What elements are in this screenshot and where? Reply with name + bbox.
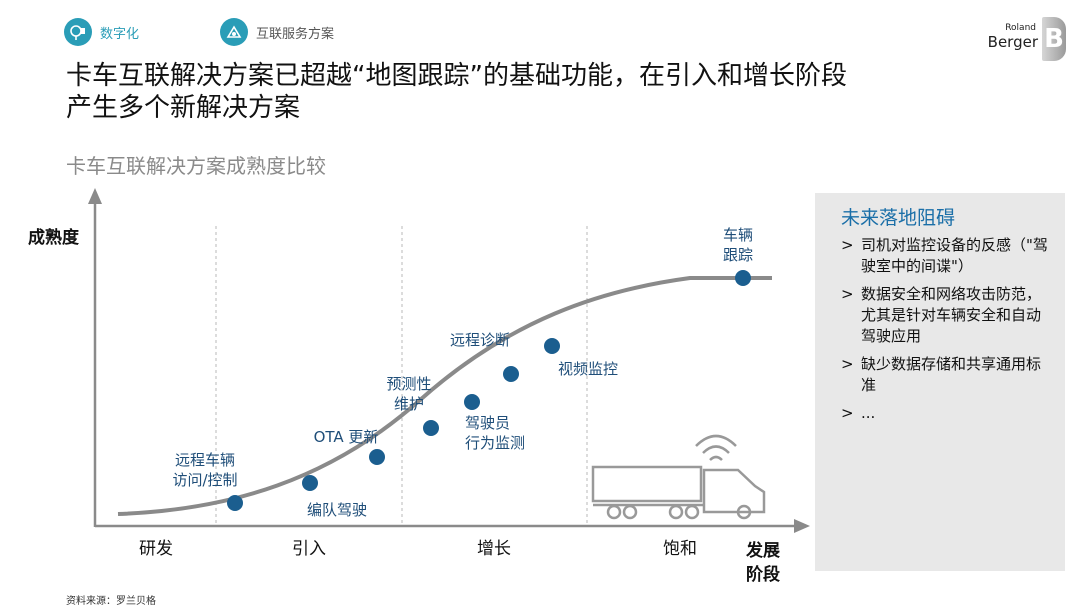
nav-item-digital[interactable]: 数字化 xyxy=(64,18,139,46)
maturity-point xyxy=(544,338,560,354)
source-note: 资料来源：罗兰贝格 xyxy=(66,596,156,607)
nav-item-connected-service[interactable]: 互联服务方案 xyxy=(220,18,334,46)
truck-icon xyxy=(591,434,766,520)
maturity-point xyxy=(735,270,751,286)
stage-label-saturation: 饱和 xyxy=(663,539,697,559)
point-label: 编队驾驶 xyxy=(307,501,367,519)
barrier-item: >... xyxy=(841,403,1049,424)
point-label: 驾驶员 xyxy=(465,414,510,432)
maturity-point xyxy=(227,495,243,511)
bullet-marker: > xyxy=(841,404,854,422)
point-label: 跟踪 xyxy=(723,246,753,264)
x-axis-label-line2: 阶段 xyxy=(746,564,780,585)
maturity-point xyxy=(369,449,385,465)
title-line1: 卡车互联解决方案已超越“地图跟踪”的基础功能，在引入和增长阶段 xyxy=(66,61,847,91)
point-label: 远程诊断 xyxy=(450,331,510,349)
connected-service-icon xyxy=(220,18,248,46)
title-line2: 产生多个新解决方案 xyxy=(66,93,301,123)
barrier-text: ... xyxy=(861,404,876,422)
point-label: 行为监测 xyxy=(465,434,525,452)
point-label: 访问/控制 xyxy=(172,471,237,489)
point-label: 远程车辆 xyxy=(175,451,235,469)
bullet-marker: > xyxy=(841,236,854,254)
maturity-point xyxy=(464,394,480,410)
stage-label-rd: 研发 xyxy=(139,539,173,559)
x-axis-label-line1: 发展 xyxy=(745,540,780,561)
maturity-curve xyxy=(117,276,772,516)
nav-label-connected-service: 互联服务方案 xyxy=(256,26,335,42)
barriers-panel: 未来落地阻碍 > 司机对监控设备的反感（"驾驶室中的间谍"） > 数据安全和网络攻击防… xyxy=(815,193,1065,571)
barrier-item: > 缺少数据存储和共享通用标准 xyxy=(841,354,1049,396)
x-axis-arrow xyxy=(794,519,810,533)
bullet-marker: > xyxy=(841,355,854,373)
maturity-point xyxy=(503,366,519,382)
digital-icon xyxy=(64,18,92,46)
y-axis-label: 成熟度 xyxy=(28,227,80,248)
logo-line2: Berger xyxy=(987,33,1038,51)
point-label: 维护 xyxy=(394,395,424,413)
barrier-item: > 数据安全和网络攻击防范，尤其是针对车辆安全和自动驾驶应用 xyxy=(841,284,1049,347)
nav-label-digital: 数字化 xyxy=(100,26,140,42)
roland-berger-logo: Roland Berger xyxy=(988,24,1038,50)
barrier-text: 数据安全和网络攻击防范，尤其是针对车辆安全和自动驾驶应用 xyxy=(861,285,1042,345)
barriers-list: > 司机对监控设备的反感（"驾驶室中的间谍"） > 数据安全和网络攻击防范，尤其是针对… xyxy=(841,235,1049,431)
maturity-point xyxy=(302,475,318,491)
stage-label-growth: 增长 xyxy=(477,539,511,559)
point-label: OTA 更新 xyxy=(314,428,379,446)
barrier-text: 司机对监控设备的反感（"驾驶室中的间谍"） xyxy=(861,236,1048,275)
maturity-point xyxy=(423,420,439,436)
point-label: 预测性 xyxy=(386,375,431,393)
barrier-text: 缺少数据存储和共享通用标准 xyxy=(861,355,1042,394)
y-axis-arrow xyxy=(88,188,102,204)
barrier-item: > 司机对监控设备的反感（"驾驶室中的间谍"） xyxy=(841,235,1049,277)
barriers-title: 未来落地阻碍 xyxy=(841,207,956,229)
logo-mark: B xyxy=(1042,17,1066,61)
point-label: 车辆 xyxy=(723,226,753,244)
point-label: 视频监控 xyxy=(558,360,618,378)
logo-line1: Roland xyxy=(1005,23,1036,33)
bullet-marker: > xyxy=(841,285,854,303)
stage-label-intro: 引入 xyxy=(292,539,326,559)
page-title: 卡车互联解决方案已超越“地图跟踪”的基础功能，在引入和增长阶段 产生多个新解决方… xyxy=(66,60,1056,124)
page-subtitle: 卡车互联解决方案成熟度比较 xyxy=(66,154,326,178)
